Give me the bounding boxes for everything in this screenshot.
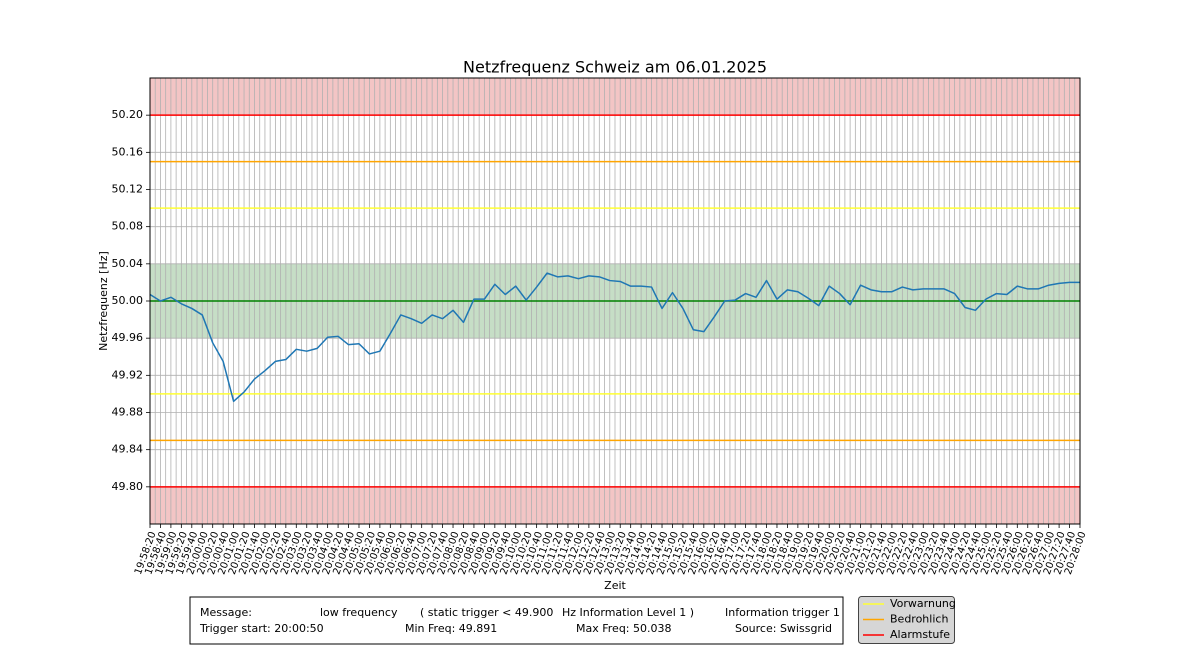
legend-box [858, 596, 955, 644]
info-text: low frequency [320, 606, 398, 619]
y-tick-label: 50.04 [112, 257, 144, 270]
legend-label: Alarmstufe [890, 628, 950, 641]
info-text: Information trigger 1 [725, 606, 840, 619]
info-text: Message: [200, 606, 252, 619]
y-tick-label: 50.08 [112, 220, 144, 233]
info-text: Trigger start: 20:00:50 [199, 622, 324, 635]
y-tick-label: 49.88 [112, 406, 144, 419]
legend-label: Vorwarnung [890, 597, 956, 610]
y-tick-label: 49.80 [112, 480, 144, 493]
y-tick-label: 50.16 [112, 145, 144, 158]
plot-frame [149, 77, 1081, 525]
legend-label: Bedrohlich [890, 613, 948, 626]
y-tick-label: 49.96 [112, 331, 144, 344]
info-text: Hz Information Level 1 ) [562, 606, 694, 619]
y-axis-label: Netzfrequenz [Hz] [97, 251, 110, 351]
chart-title: Netzfrequenz Schweiz am 06.01.2025 [463, 58, 767, 77]
y-tick-label: 50.12 [112, 183, 144, 196]
info-text: Source: Swissgrid [735, 622, 832, 635]
info-text: Max Freq: 50.038 [576, 622, 672, 635]
x-axis-label: Zeit [604, 579, 626, 592]
y-tick-label: 50.00 [112, 294, 144, 307]
y-tick-label: 49.92 [112, 368, 144, 381]
y-tick-label: 50.20 [112, 108, 144, 121]
info-box [189, 596, 844, 645]
info-text: Min Freq: 49.891 [405, 622, 497, 635]
data-line [149, 272, 1080, 403]
info-text: ( static trigger < 49.900 [420, 606, 553, 619]
y-tick-label: 49.84 [112, 443, 144, 456]
